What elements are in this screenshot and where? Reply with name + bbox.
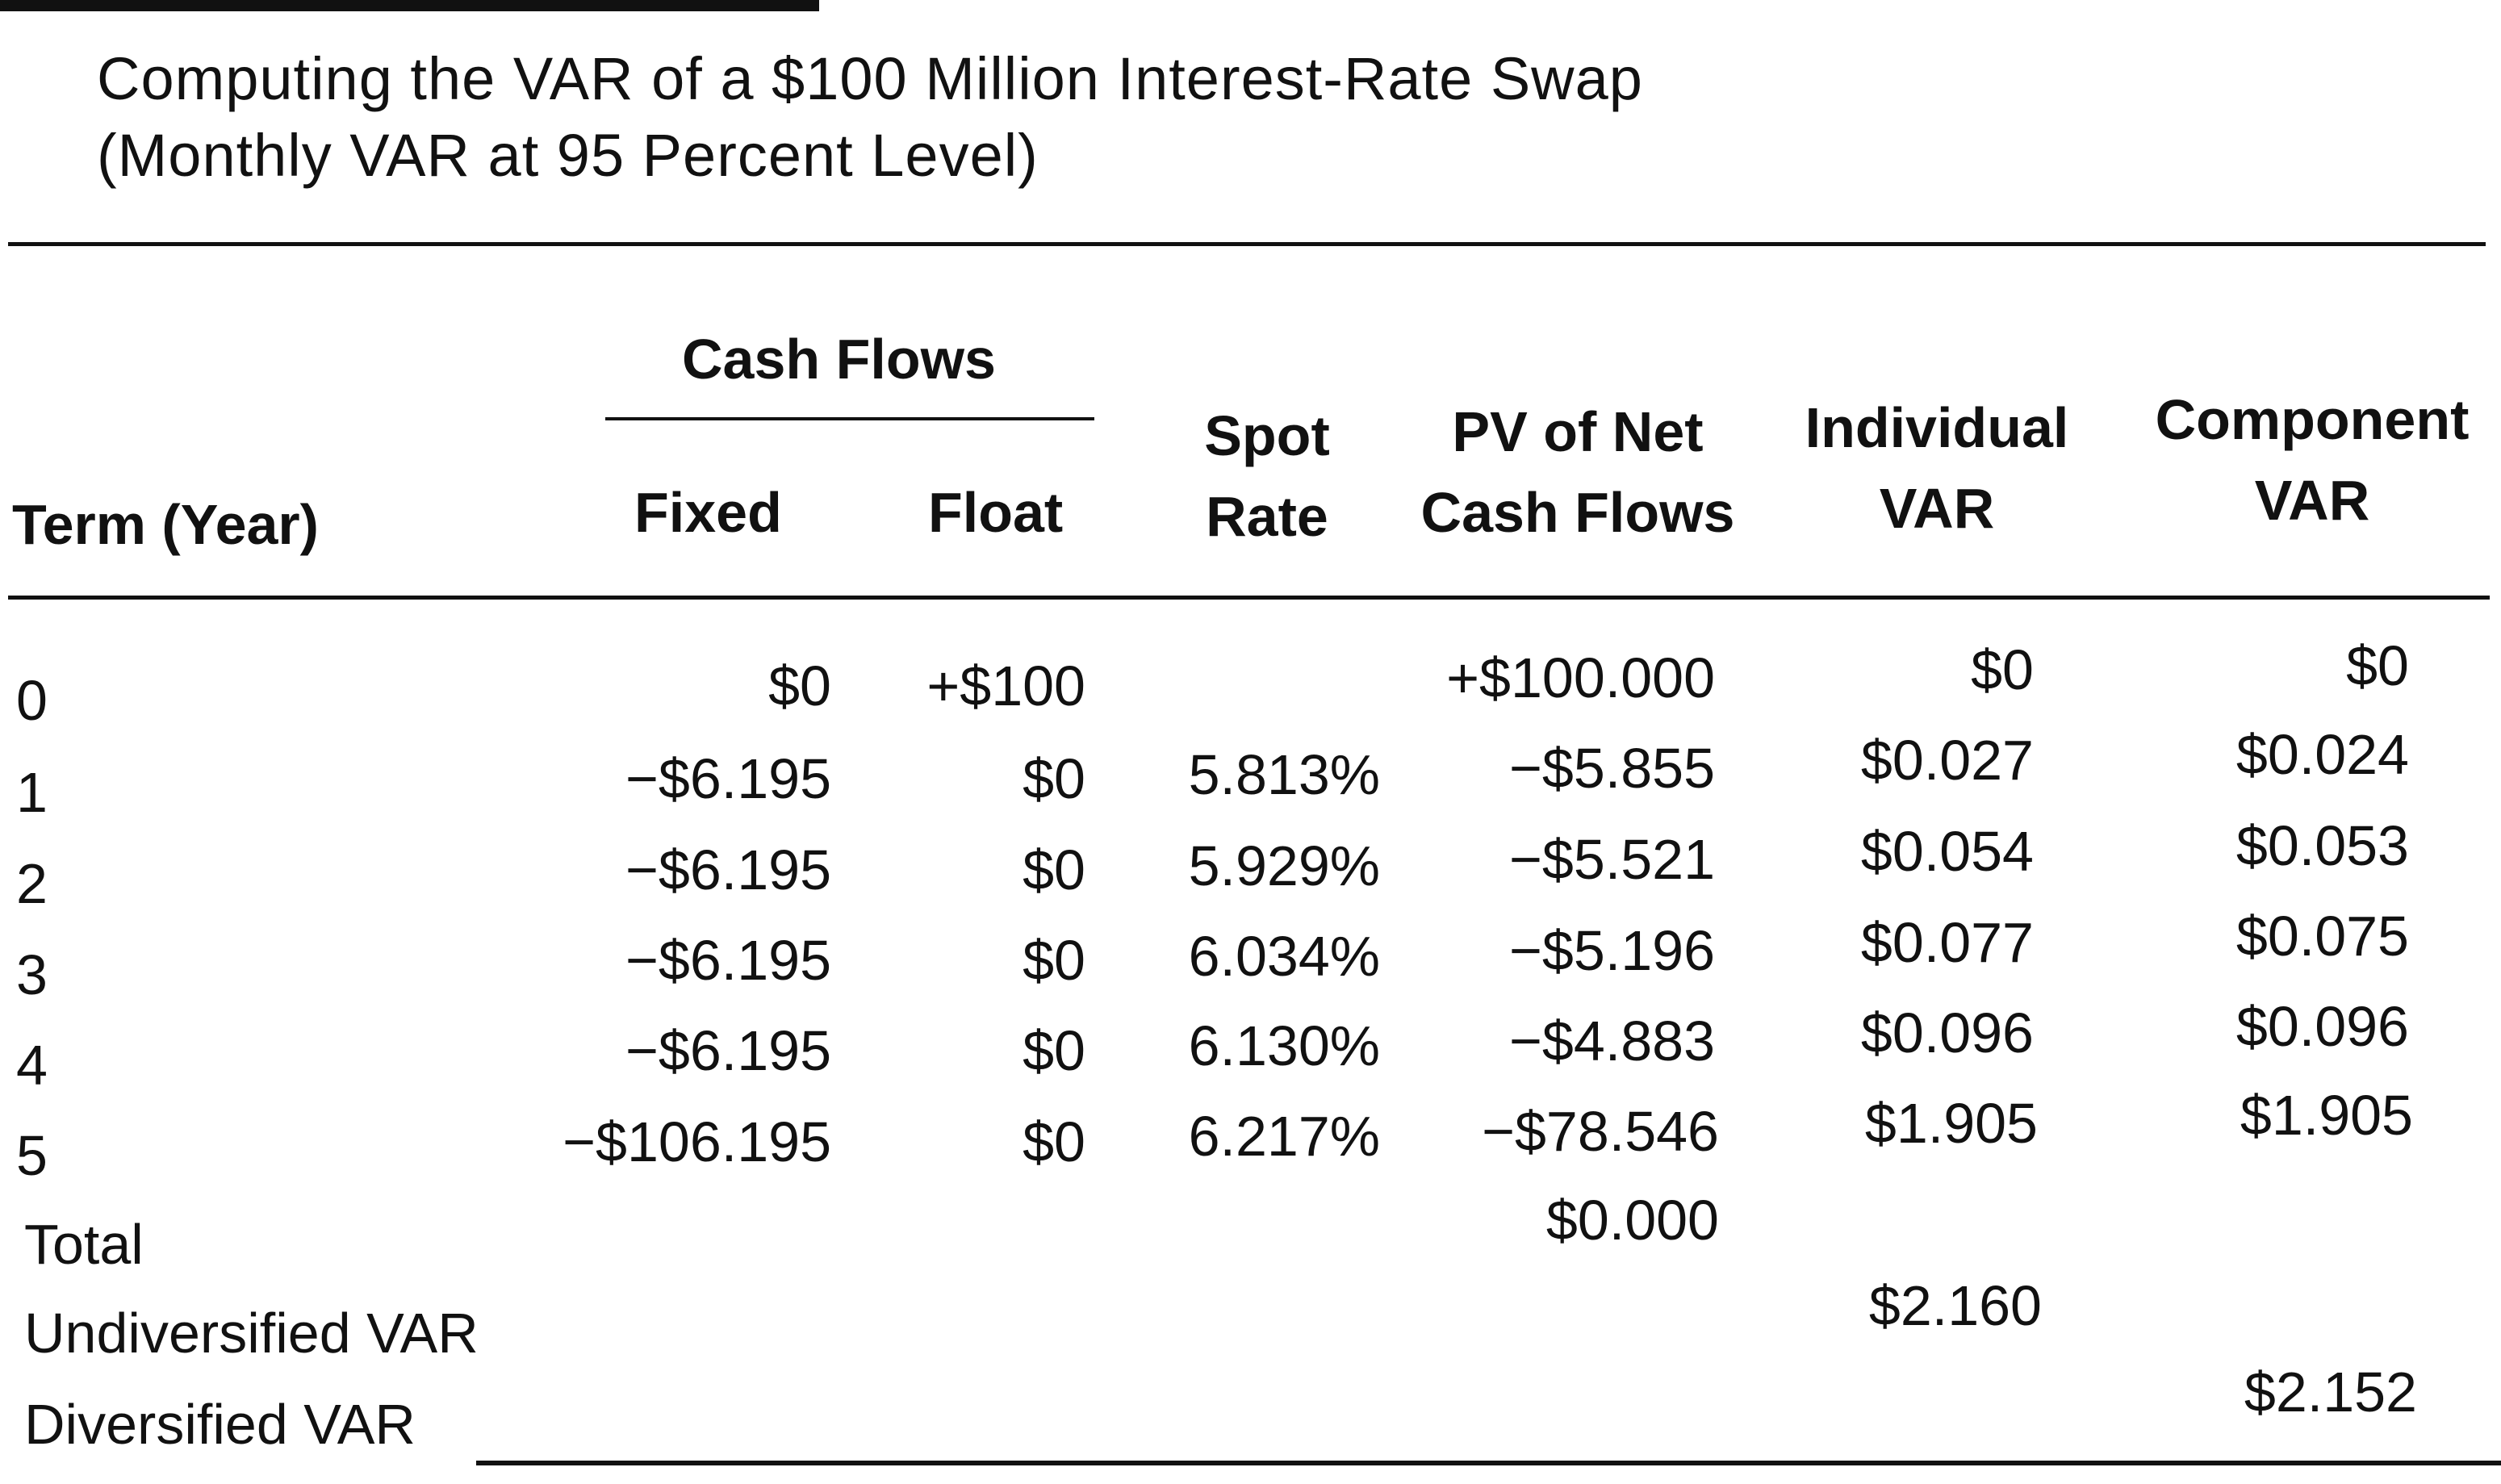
header-pv-line1: PV of Net	[1452, 400, 1704, 463]
title-bottom-rule	[8, 242, 2486, 246]
row2-component-var: $0.053	[2235, 814, 2409, 877]
row5-pv: −$78.546	[1482, 1100, 1719, 1163]
row3-fixed: −$6.195	[625, 929, 831, 992]
table-title-line1: Computing the VAR of a $100 Million Inte…	[97, 45, 1643, 112]
row3-individual-var: $0.077	[1860, 911, 2034, 974]
row5-fixed: −$106.195	[563, 1110, 831, 1173]
row0-individual-var: $0	[1971, 638, 2034, 701]
header-bottom-rule	[8, 596, 2490, 600]
cash-flows-underline	[605, 417, 1094, 420]
table-title-line2: (Monthly VAR at 95 Percent Level)	[97, 122, 1039, 189]
row2-spot: 5.929%	[1188, 834, 1380, 897]
header-spot-rate-line2: Rate	[1206, 485, 1328, 548]
top-thick-rule	[0, 0, 819, 11]
row5-individual-var: $1.905	[1864, 1092, 2038, 1155]
row1-component-var: $0.024	[2235, 723, 2409, 786]
undiversified-var-value: $2.160	[1868, 1274, 2042, 1337]
row4-component-var: $0.096	[2235, 995, 2409, 1058]
header-spot-rate: Spot Rate	[1162, 395, 1372, 557]
row1-spot: 5.813%	[1188, 743, 1380, 806]
row1-pv: −$5.855	[1509, 737, 1715, 800]
header-float: Float	[928, 481, 1064, 544]
row2-float: $0	[1023, 838, 1085, 901]
row4-float: $0	[1023, 1019, 1085, 1082]
row4-individual-var: $0.096	[1860, 1001, 2034, 1064]
header-component-var-line1: Component	[2155, 388, 2470, 451]
row2-fixed: −$6.195	[625, 838, 831, 901]
row5-term: 5	[16, 1124, 48, 1187]
row5-float: $0	[1023, 1110, 1085, 1173]
row1-fixed: −$6.195	[625, 747, 831, 810]
header-individual-var-line1: Individual	[1805, 396, 2069, 459]
row3-pv: −$5.196	[1509, 919, 1715, 982]
row5-component-var: $1.905	[2240, 1084, 2413, 1147]
row2-individual-var: $0.054	[1860, 820, 2034, 883]
header-spot-rate-line1: Spot	[1204, 404, 1330, 467]
row1-float: $0	[1023, 747, 1085, 810]
row0-term: 0	[16, 669, 48, 732]
row5-spot: 6.217%	[1188, 1105, 1380, 1168]
row0-float: +$100	[926, 654, 1085, 717]
row3-float: $0	[1023, 929, 1085, 992]
undiversified-var-label: Undiversified VAR	[24, 1302, 479, 1365]
row0-fixed: $0	[768, 654, 831, 717]
row4-pv: −$4.883	[1509, 1010, 1715, 1072]
header-fixed: Fixed	[634, 481, 782, 544]
row3-component-var: $0.075	[2235, 905, 2409, 968]
row4-fixed: −$6.195	[625, 1019, 831, 1082]
header-cash-flows: Cash Flows	[682, 328, 996, 391]
row3-term: 3	[16, 943, 48, 1006]
row3-spot: 6.034%	[1188, 925, 1380, 988]
header-individual-var-line2: VAR	[1879, 477, 1995, 540]
row2-pv: −$5.521	[1509, 828, 1715, 891]
header-component-var-line2: VAR	[2254, 469, 2370, 532]
row4-spot: 6.130%	[1188, 1014, 1380, 1077]
header-component-var: Component VAR	[2131, 379, 2494, 541]
total-label: Total	[24, 1213, 144, 1276]
row1-term: 1	[16, 761, 48, 824]
diversified-var-label: Diversified VAR	[24, 1393, 416, 1456]
row2-term: 2	[16, 852, 48, 915]
table-bottom-rule	[476, 1461, 2501, 1465]
header-term: Term (Year)	[12, 493, 319, 556]
row0-component-var: $0	[2346, 634, 2409, 697]
header-pv-net-cash-flows: PV of Net Cash Flows	[1396, 391, 1759, 553]
row1-individual-var: $0.027	[1860, 729, 2034, 792]
header-pv-line2: Cash Flows	[1420, 481, 1735, 544]
row0-pv: +$100.000	[1446, 646, 1715, 709]
header-individual-var: Individual VAR	[1775, 387, 2098, 549]
total-pv-value: $0.000	[1545, 1189, 1719, 1252]
diversified-var-value: $2.152	[2244, 1361, 2417, 1423]
row4-term: 4	[16, 1034, 48, 1097]
